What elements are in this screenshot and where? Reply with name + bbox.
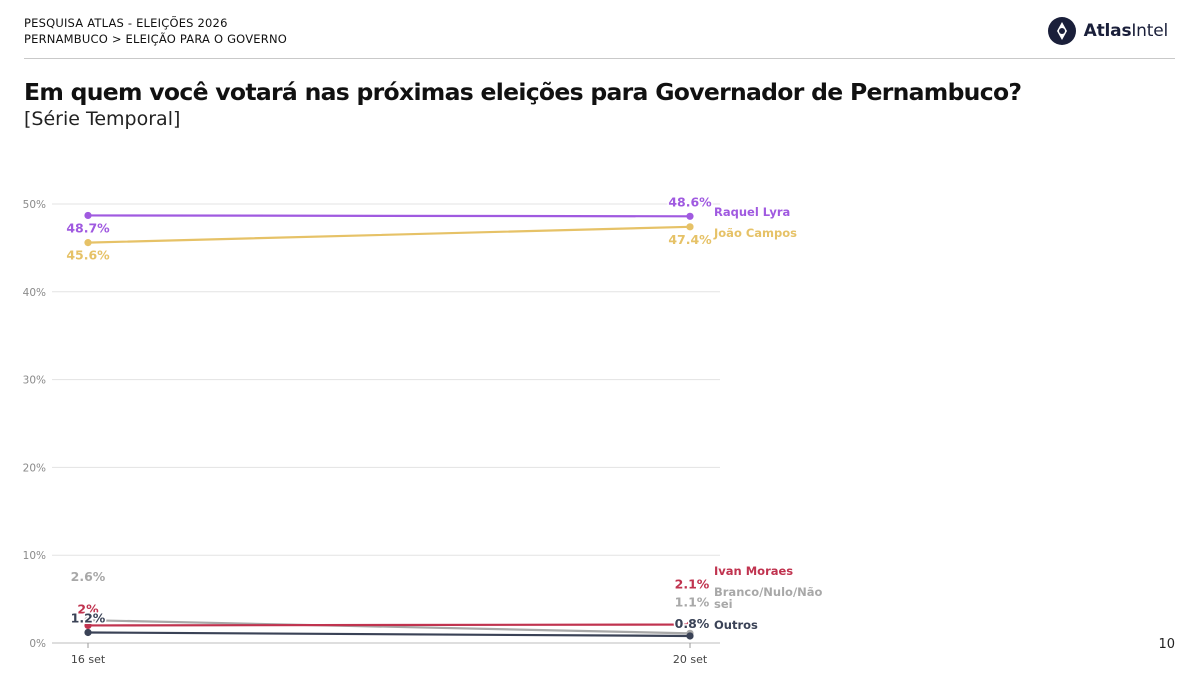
series-line <box>86 623 692 627</box>
header-divider <box>24 58 1175 59</box>
data-label: 48.6% <box>668 194 712 209</box>
series-line <box>86 619 692 635</box>
x-tick-label: 16 set <box>71 653 106 666</box>
data-point <box>686 223 694 231</box>
data-label: 2.1% <box>675 577 710 592</box>
data-label: 2.6% <box>71 569 106 584</box>
data-point <box>84 211 92 220</box>
data-point <box>686 620 694 629</box>
atlas-logo-icon <box>1047 17 1076 45</box>
data-point <box>686 632 694 640</box>
data-point <box>84 239 92 247</box>
data-label: 1.2% <box>71 610 106 625</box>
data-label: 2% <box>77 601 99 616</box>
report-header: PESQUISA ATLAS - ELEIÇÕES 2026 PERNAMBUC… <box>24 15 287 47</box>
brand-name: AtlasIntel <box>1083 21 1169 41</box>
data-point <box>84 616 92 624</box>
series-line <box>86 225 692 244</box>
y-tick-label: 20% <box>23 462 46 474</box>
data-label: 47.4% <box>668 232 712 247</box>
chart-subtitle: [Série Temporal] <box>24 108 181 130</box>
data-point <box>84 628 92 637</box>
y-tick-label: 50% <box>23 199 46 211</box>
breadcrumb: PERNAMBUCO > ELEIÇÃO PARA O GOVERNO <box>24 32 288 46</box>
series-line <box>86 631 692 638</box>
data-label: 45.6% <box>66 248 110 263</box>
data-point <box>686 212 694 220</box>
data-point <box>84 621 92 630</box>
data-label: 1.1% <box>675 594 710 609</box>
y-tick-label: 10% <box>23 550 46 562</box>
y-tick-label: 40% <box>23 287 46 299</box>
data-label: 48.7% <box>66 220 110 235</box>
series-name-label: Ivan Moraes <box>714 564 793 578</box>
x-tick-label: 20 set <box>673 653 708 666</box>
chart-title: Em quem você votará nas próximas eleiçõe… <box>24 78 1022 106</box>
survey-title: PESQUISA ATLAS - ELEIÇÕES 2026 <box>24 16 228 30</box>
atlasintel-logo: AtlasIntel <box>1047 16 1168 46</box>
series-name-label: João Campos <box>713 226 797 240</box>
series-name-label: Branco/Nulo/Não sei <box>714 585 823 611</box>
y-tick-label: 30% <box>23 375 46 387</box>
series-line <box>86 214 692 218</box>
page-number: 10 <box>1158 637 1175 652</box>
series-name-label: Raquel Lyra <box>714 205 790 219</box>
data-label: 0.8% <box>675 616 710 631</box>
series-name-label: Outros <box>714 618 758 632</box>
y-tick-label: 0% <box>29 638 46 650</box>
